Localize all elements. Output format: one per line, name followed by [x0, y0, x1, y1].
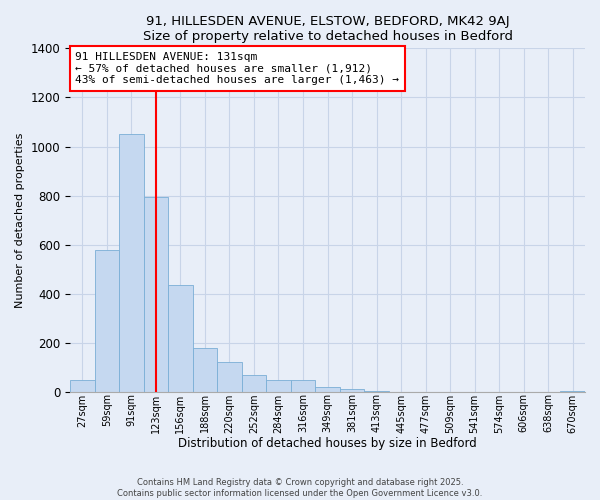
Bar: [340, 389, 364, 392]
Bar: [560, 390, 585, 392]
Bar: [364, 391, 389, 392]
Text: Contains HM Land Registry data © Crown copyright and database right 2025.
Contai: Contains HM Land Registry data © Crown c…: [118, 478, 482, 498]
Bar: [119, 134, 143, 392]
Bar: [315, 386, 340, 392]
Title: 91, HILLESDEN AVENUE, ELSTOW, BEDFORD, MK42 9AJ
Size of property relative to det: 91, HILLESDEN AVENUE, ELSTOW, BEDFORD, M…: [143, 15, 512, 43]
Bar: [266, 380, 291, 392]
Bar: [193, 348, 217, 392]
Text: 91 HILLESDEN AVENUE: 131sqm
← 57% of detached houses are smaller (1,912)
43% of : 91 HILLESDEN AVENUE: 131sqm ← 57% of det…: [75, 52, 399, 85]
Bar: [217, 362, 242, 392]
Y-axis label: Number of detached properties: Number of detached properties: [15, 132, 25, 308]
Bar: [95, 250, 119, 392]
Bar: [70, 380, 95, 392]
Bar: [168, 285, 193, 392]
Bar: [242, 376, 266, 392]
Bar: [143, 197, 168, 392]
Bar: [291, 380, 315, 392]
X-axis label: Distribution of detached houses by size in Bedford: Distribution of detached houses by size …: [178, 437, 477, 450]
